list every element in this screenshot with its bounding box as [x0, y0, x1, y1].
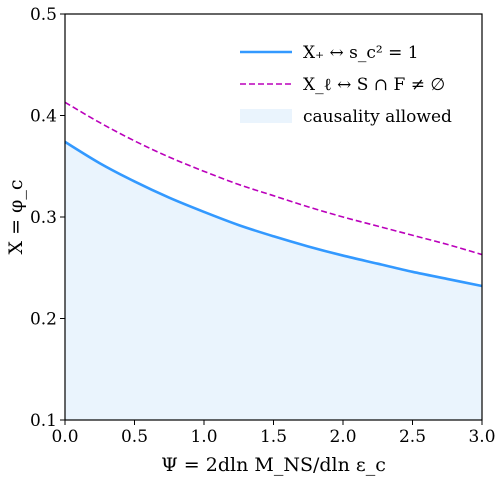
legend-label-2: X_ℓ ↔ S ∩ F ≠ ∅ [303, 75, 445, 95]
x-tick-label: 0.0 [51, 427, 78, 447]
x-tick-label: 2.5 [399, 427, 426, 447]
legend-swatch-region [240, 109, 292, 123]
x-tick-label: 3.0 [468, 427, 495, 447]
y-tick-label: 0.3 [30, 208, 57, 228]
series-line-2 [64, 101, 483, 256]
series-line-1 [64, 140, 483, 288]
y-axis-label: X = φ_c [5, 180, 27, 255]
legend-label-1: X₊ ↔ s_c² = 1 [303, 43, 419, 63]
plot-area [64, 101, 483, 420]
axis-ticks: 0.0 0.5 1.0 1.5 2.0 2.5 3.0 0.1 0.2 0.3 0.4 0.5 [30, 5, 496, 447]
legend-label-region: causality allowed [303, 107, 452, 127]
causality-allowed-region [65, 141, 482, 420]
x-tick-label: 0.5 [121, 427, 148, 447]
y-tick-label: 0.5 [30, 5, 57, 25]
y-tick-label: 0.4 [30, 107, 57, 127]
x-tick-label: 1.0 [190, 427, 217, 447]
legend: X₊ ↔ s_c² = 1 X_ℓ ↔ S ∩ F ≠ ∅ causality al… [240, 43, 452, 127]
x-axis-label: Ψ = 2dln M_NS/dln ε_c [161, 454, 386, 476]
x-tick-label: 2.0 [329, 427, 356, 447]
y-tick-label: 0.1 [30, 411, 57, 431]
x-tick-label: 1.5 [260, 427, 287, 447]
y-tick-label: 0.2 [30, 310, 57, 330]
